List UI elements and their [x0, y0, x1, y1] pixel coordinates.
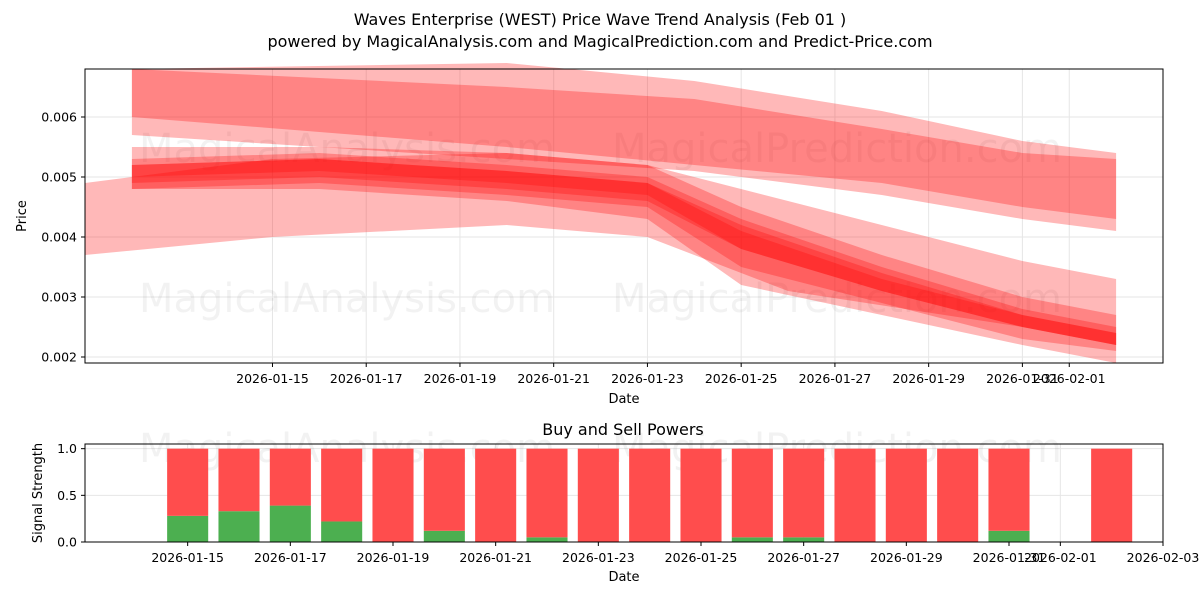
signal-x-tick-label: 2026-01-29: [870, 550, 943, 565]
buy-bar: [218, 511, 260, 542]
price-x-axis-label: Date: [608, 392, 639, 407]
price-x-tick-label: 2026-01-23: [611, 371, 684, 386]
sell-bar: [526, 448, 568, 538]
signal-y-tick-label: 1.0: [57, 441, 77, 456]
price-y-tick-label: 0.003: [41, 290, 77, 305]
price-x-tick-label: 2026-01-29: [892, 371, 965, 386]
signal-x-tick-label: 2026-01-19: [357, 550, 430, 565]
price-wave-band: [85, 153, 1117, 345]
signal-x-tick-label: 2026-02-03: [1127, 550, 1200, 565]
signal-plot-frame: [84, 443, 1164, 543]
price-y-tick-label: 0.005: [41, 170, 77, 185]
price-wave-band: [131, 147, 1117, 345]
signal-chart-title: Buy and Sell Powers: [542, 420, 704, 439]
sell-bar: [269, 448, 311, 506]
buy-bar: [423, 530, 465, 542]
buy-bar: [526, 537, 568, 542]
buy-bar: [783, 537, 825, 542]
buy-bar: [167, 515, 209, 542]
price-plot-frame: [84, 68, 1164, 364]
price-wave-bands: [85, 63, 1117, 363]
sell-bar: [475, 448, 517, 542]
price-wave-band: [131, 153, 1117, 351]
price-wave-band: [131, 159, 1117, 363]
price-gridlines: [85, 69, 1163, 363]
sell-bar: [321, 448, 363, 522]
price-x-tick-label: 2026-02-01: [1033, 371, 1106, 386]
signal-x-tick-label: 2026-01-31: [973, 550, 1046, 565]
price-x-ticks: 2026-01-15 2026-01-17 2026-01-19 2026-01-21…: [236, 363, 1106, 386]
buy-bar: [731, 537, 773, 542]
signal-x-tick-label: 2026-01-23: [562, 550, 635, 565]
sell-bar: [937, 448, 979, 542]
sell-bar: [167, 448, 209, 516]
price-x-tick-label: 2026-01-17: [330, 371, 403, 386]
signal-x-ticks: 2026-01-15 2026-01-17 2026-01-19 2026-01-21…: [151, 542, 1199, 565]
watermark-right-mid: MagicalPrediction.com: [612, 276, 1062, 322]
price-y-tick-label: 0.002: [41, 350, 77, 365]
signal-x-tick-label: 2026-01-25: [665, 550, 738, 565]
sell-bar: [423, 448, 465, 531]
signal-y-ticks: 0.0 0.5 1.0: [57, 441, 85, 550]
chart-title-line1: Waves Enterprise (WEST) Price Wave Trend…: [354, 10, 847, 29]
signal-y-axis-label: Signal Strength: [31, 443, 46, 543]
sell-bar: [577, 448, 619, 542]
price-x-tick-label: 2026-01-27: [799, 371, 872, 386]
price-x-tick-label: 2026-01-21: [517, 371, 590, 386]
signal-x-axis-label: Date: [608, 570, 639, 585]
price-x-tick-label: 2026-01-19: [424, 371, 497, 386]
price-x-tick-label: 2026-01-31: [986, 371, 1059, 386]
price-wave-band: [131, 159, 1117, 345]
signal-x-tick-label: 2026-01-27: [767, 550, 840, 565]
signal-bars: [167, 448, 1133, 542]
signal-x-tick-label: 2026-01-15: [151, 550, 224, 565]
price-watermarks: MagicalAnalysis.com MagicalPrediction.co…: [139, 126, 1062, 322]
watermark-right-top: MagicalPrediction.com: [612, 126, 1062, 172]
price-x-tick-label: 2026-01-15: [236, 371, 309, 386]
sell-bar: [1091, 448, 1133, 542]
watermark-left-mid: MagicalAnalysis.com: [139, 276, 555, 322]
price-y-tick-label: 0.004: [41, 230, 77, 245]
price-y-ticks: 0.002 0.003 0.004 0.005 0.006: [41, 110, 85, 365]
sell-bar: [988, 448, 1030, 531]
sell-bar: [218, 448, 260, 512]
sell-bar: [629, 448, 671, 542]
buy-bar: [988, 530, 1030, 542]
sell-bar: [885, 448, 927, 542]
price-x-tick-label: 2026-01-25: [705, 371, 778, 386]
signal-x-tick-label: 2026-02-01: [1024, 550, 1097, 565]
price-wave-band: [131, 69, 1117, 219]
sell-bar: [783, 448, 825, 538]
signal-y-tick-label: 0.0: [57, 535, 77, 550]
price-y-axis-label: Price: [15, 200, 30, 232]
buy-bar: [321, 521, 363, 542]
buy-bar: [269, 505, 311, 542]
chart-title-line2: powered by MagicalAnalysis.com and Magic…: [267, 32, 932, 51]
watermark-left-top: MagicalAnalysis.com: [139, 126, 555, 172]
sell-bar: [372, 448, 414, 542]
signal-y-tick-label: 0.5: [57, 488, 77, 503]
signal-x-tick-label: 2026-01-17: [254, 550, 327, 565]
sell-bar: [731, 448, 773, 538]
signal-x-tick-label: 2026-01-21: [459, 550, 532, 565]
sell-bar: [834, 448, 876, 542]
sell-bar: [680, 448, 722, 542]
price-wave-band: [131, 63, 1117, 231]
price-y-tick-label: 0.006: [41, 110, 77, 125]
